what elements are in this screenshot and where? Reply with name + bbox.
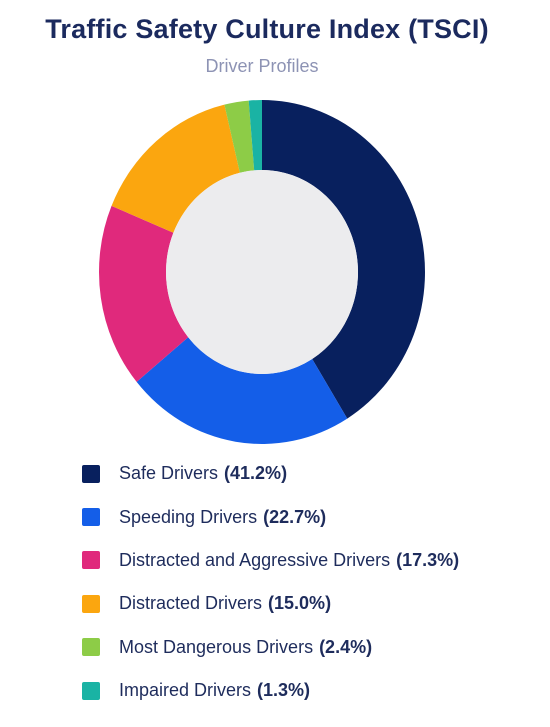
legend-item: Distracted and Aggressive Drivers (17.3%): [82, 539, 542, 582]
donut-slice-distracted-drivers: [111, 104, 240, 233]
legend-item: Speeding Drivers (22.7%): [82, 495, 542, 538]
donut-center: [166, 170, 358, 374]
legend-value: (15.0%): [268, 593, 332, 614]
legend-swatch: [82, 464, 100, 483]
legend-item: Most Dangerous Drivers (2.4%): [82, 626, 542, 669]
legend-value: (2.4%): [319, 636, 373, 657]
legend-swatch: [82, 594, 100, 613]
chart-subtitle: Driver Profiles: [205, 56, 319, 76]
legend-swatch: [82, 681, 100, 700]
legend-label: Speeding Drivers: [119, 506, 258, 527]
legend-value: (1.3%): [257, 680, 311, 701]
chart-legend: Safe Drivers (41.2%) Speeding Drivers (22.7…: [82, 452, 542, 712]
legend-value: (41.2%): [224, 463, 288, 484]
donut-slice-speeding-drivers: [136, 337, 348, 444]
legend-label: Safe Drivers: [119, 463, 219, 484]
legend-label: Distracted Drivers: [119, 593, 263, 614]
legend-item: Safe Drivers (41.2%): [82, 452, 542, 495]
chart-title: Traffic Safety Culture Index (TSCI): [45, 14, 489, 44]
donut-slice-impaired-drivers: [248, 100, 262, 171]
donut-slice-most-dangerous-drivers: [224, 100, 255, 173]
legend-item: Impaired Drivers (1.3%): [82, 669, 542, 712]
legend-label: Impaired Drivers: [119, 680, 252, 701]
legend-value: (22.7%): [263, 506, 327, 527]
donut-slice-safe-drivers: [262, 100, 425, 419]
legend-swatch: [82, 508, 100, 527]
legend-swatch: [82, 638, 100, 657]
legend-value: (17.3%): [396, 549, 460, 570]
donut-slice-distracted-and-aggressive-drivers: [99, 205, 189, 382]
legend-label: Most Dangerous Drivers: [119, 636, 314, 657]
legend-item: Distracted Drivers (15.0%): [82, 582, 542, 625]
legend-swatch: [82, 551, 100, 570]
donut-chart: [99, 100, 425, 444]
legend-label: Distracted and Aggressive Drivers: [119, 549, 391, 570]
